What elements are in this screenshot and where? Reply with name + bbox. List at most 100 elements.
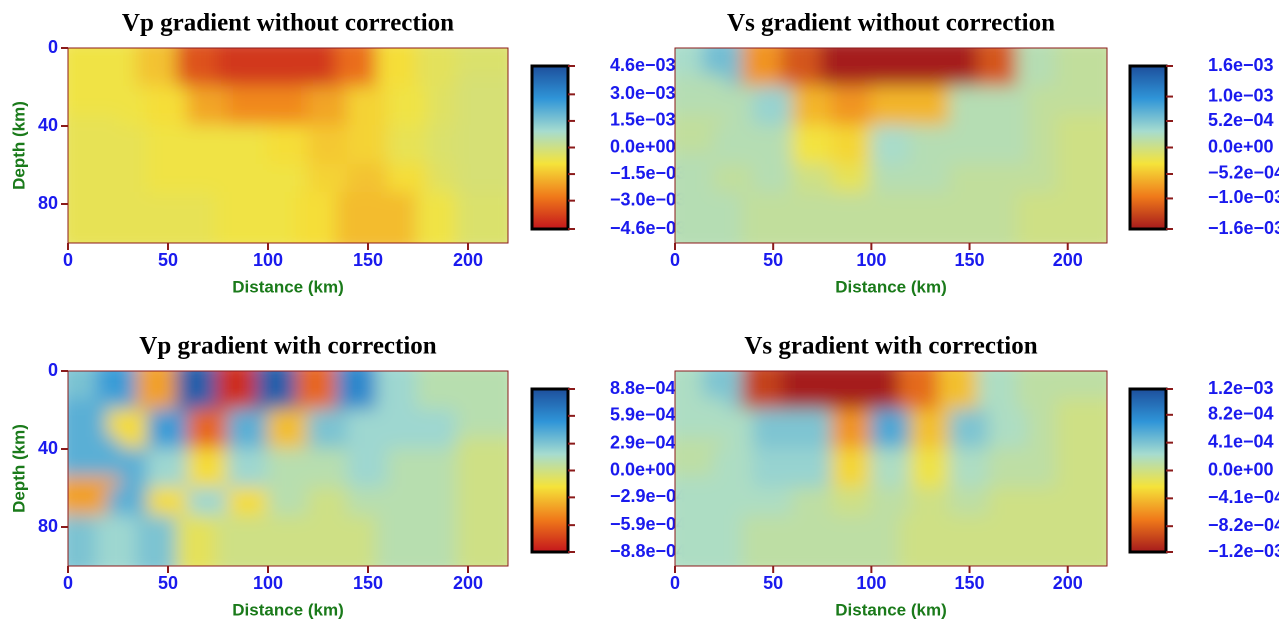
cell	[187, 448, 229, 489]
colorbar-tick-label: −8.8e−04	[610, 541, 686, 561]
plot-frame	[674, 47, 1108, 244]
cell	[187, 409, 229, 450]
cell	[147, 125, 189, 166]
plot-frame	[67, 47, 509, 244]
cell	[909, 86, 951, 127]
x-tick-label: 200	[1053, 573, 1083, 593]
cell	[347, 86, 389, 127]
cell	[387, 448, 429, 489]
colorbar	[1128, 64, 1168, 231]
cell	[948, 125, 991, 166]
cell	[227, 125, 269, 166]
heatmap	[68, 371, 508, 566]
y-tick-label: 40	[38, 115, 58, 135]
cell	[387, 86, 429, 127]
colorbar	[1128, 387, 1168, 554]
y-tick-label: 40	[38, 438, 58, 458]
x-tick-label: 100	[856, 573, 886, 593]
colorbar-tick-label: −1.2e−03	[1208, 541, 1279, 561]
colorbar-tick-label: 1.5e−03	[610, 110, 676, 130]
y-tick-label: 80	[38, 193, 58, 213]
colorbar-tick-label: −4.1e−04	[1208, 487, 1279, 507]
colorbar-tick-label: 0.0e+00	[610, 136, 676, 156]
colorbar-tick-label: −1.5e−03	[610, 163, 686, 183]
heatmap	[675, 48, 1107, 243]
x-tick-label: 50	[158, 573, 178, 593]
y-tick-label: 0	[48, 360, 58, 380]
cell	[307, 409, 349, 450]
cell	[1055, 192, 1107, 243]
plot-frame	[67, 370, 509, 567]
cells	[675, 48, 1107, 243]
colorbar-tick-label: 5.9e−04	[610, 405, 676, 425]
colorbar-tick-label: −5.2e−04	[1208, 163, 1279, 183]
colorbar	[530, 387, 570, 554]
cell	[267, 125, 309, 166]
cell	[267, 448, 309, 489]
plot-frame	[674, 370, 1108, 567]
colorbar-tick-label: 4.6e−03	[610, 55, 676, 75]
cell	[988, 448, 1030, 489]
x-axis-label: Distance (km)	[232, 600, 343, 619]
cell	[387, 409, 429, 450]
cell	[988, 409, 1030, 450]
y-axis-label: Depth (km)	[9, 424, 28, 513]
cell	[870, 125, 912, 166]
colorbar-tick-label: 5.2e−04	[1208, 110, 1274, 130]
colorbar-tick-label: 4.1e−04	[1208, 431, 1274, 451]
x-tick-label: 150	[353, 573, 383, 593]
colorbar	[530, 64, 570, 231]
colorbar-tick-label: 0.0e+00	[1208, 136, 1274, 156]
y-tick-label: 80	[38, 516, 58, 536]
cell	[307, 448, 349, 489]
cell	[791, 448, 834, 489]
heatmap	[675, 371, 1107, 566]
cell	[948, 448, 991, 489]
x-tick-label: 200	[453, 250, 483, 270]
colorbar-tick-label: −4.6e−03	[610, 218, 686, 238]
x-tick-label: 50	[763, 250, 783, 270]
colorbar-tick-label: 1.0e−03	[1208, 85, 1274, 105]
cell	[831, 409, 873, 450]
x-tick-label: 50	[158, 250, 178, 270]
cell	[909, 409, 951, 450]
cell	[187, 125, 229, 166]
y-tick-label: 0	[48, 37, 58, 57]
cell	[909, 125, 951, 166]
cell	[791, 125, 834, 166]
x-tick-label: 100	[253, 573, 283, 593]
x-tick-label: 100	[253, 250, 283, 270]
panel-title: Vp gradient without correction	[122, 10, 454, 37]
panel-title: Vs gradient with correction	[744, 333, 1037, 360]
x-tick-label: 150	[955, 250, 985, 270]
colorbar-tick-label: 0.0e+00	[1208, 459, 1274, 479]
cell	[909, 448, 951, 489]
cell	[456, 515, 508, 566]
x-axis-label: Distance (km)	[835, 277, 946, 296]
colorbar-tick-label: 0.0e+00	[610, 459, 676, 479]
x-tick-label: 50	[763, 573, 783, 593]
colorbar-tick-label: 8.2e−04	[1208, 404, 1274, 424]
colorbar-tick-label: 2.9e−04	[610, 432, 676, 452]
colorbar-tick-label: −5.9e−04	[610, 514, 686, 534]
cell	[988, 125, 1030, 166]
panel-title: Vs gradient without correction	[727, 10, 1055, 37]
cell	[227, 448, 269, 489]
cell	[988, 86, 1030, 127]
cell	[147, 86, 189, 127]
x-tick-label: 0	[670, 250, 680, 270]
cell	[752, 409, 794, 450]
cells	[68, 371, 508, 566]
x-tick-label: 0	[670, 573, 680, 593]
colorbar-tick-label: −2.9e−04	[610, 486, 686, 506]
cell	[387, 125, 429, 166]
cells	[68, 48, 508, 243]
x-axis-label: Distance (km)	[835, 600, 946, 619]
colorbar-tick-label: 3.0e−03	[610, 83, 676, 103]
colorbar-tick-label: 1.6e−03	[1208, 55, 1274, 75]
x-tick-label: 150	[353, 250, 383, 270]
cells	[675, 371, 1107, 566]
cell	[227, 409, 269, 450]
x-tick-label: 0	[63, 573, 73, 593]
